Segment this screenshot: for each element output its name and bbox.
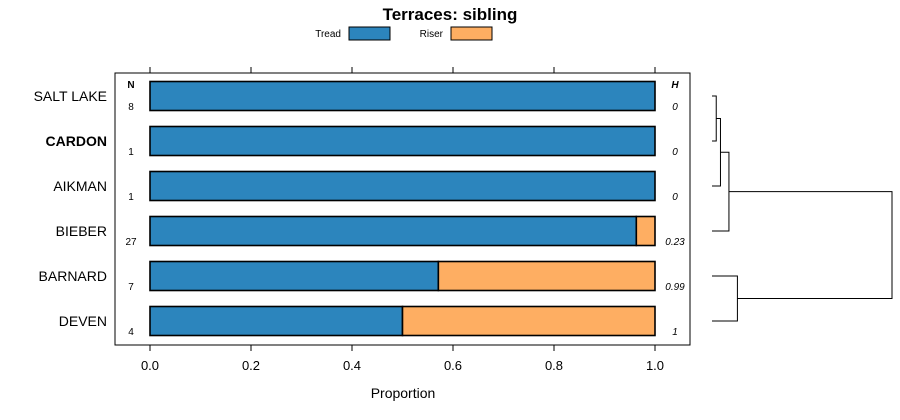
legend-swatch-riser	[450, 26, 493, 41]
h-value-aikman: 0	[672, 192, 678, 203]
x-tick-label-2: 0.4	[343, 358, 361, 373]
bar-salt-lake-tread	[149, 80, 656, 112]
n-value-salt-lake: 8	[128, 102, 134, 113]
category-label-barnard: BARNARD	[39, 268, 107, 284]
chart-title: Terraces: sibling	[383, 5, 518, 24]
h-value-barnard: 0.99	[665, 282, 685, 293]
x-axis: 0.0 0.2 0.4 0.6 0.8 1.0	[141, 67, 664, 373]
dendrogram-branch-4	[712, 275, 738, 322]
h-value-deven: 1	[672, 327, 678, 338]
category-label-salt-lake: SALT LAKE	[34, 88, 107, 104]
dendrogram-branch-5	[728, 191, 893, 299]
x-tick-label-1: 0.2	[242, 358, 260, 373]
n-value-cardon: 1	[128, 147, 134, 158]
x-tick-label-5: 1.0	[646, 358, 664, 373]
dendrogram-branch-3	[712, 151, 730, 232]
x-tick-label-3: 0.6	[444, 358, 462, 373]
bar-deven-riser	[401, 305, 656, 337]
category-label-bieber: BIEBER	[56, 223, 107, 239]
dendrogram-branch-1	[712, 95, 717, 142]
h-value-salt-lake: 0	[672, 102, 678, 113]
n-value-bieber: 27	[125, 237, 137, 248]
n-value-deven: 4	[128, 327, 134, 338]
legend-swatch-tread	[348, 26, 391, 41]
plot-frame	[114, 72, 691, 346]
bar-bieber-tread	[149, 215, 638, 247]
x-axis-label: Proportion	[371, 385, 436, 401]
category-label-cardon: CARDON	[46, 133, 107, 149]
h-value-cardon: 0	[672, 147, 678, 158]
h-column-header: H	[671, 80, 679, 91]
n-value-aikman: 1	[128, 192, 134, 203]
bar-aikman-tread	[149, 170, 656, 202]
h-value-bieber: 0.23	[665, 237, 685, 248]
bar-deven-tread	[149, 305, 404, 337]
dendrogram	[712, 95, 893, 322]
bar-barnard-riser	[437, 260, 656, 292]
category-label-deven: DEVEN	[59, 313, 107, 329]
bar-barnard-tread	[149, 260, 440, 292]
n-column-header: N	[127, 80, 134, 91]
legend-label-riser: Riser	[420, 29, 444, 40]
legend-label-tread: Tread	[315, 29, 341, 40]
bars-group	[149, 80, 656, 337]
n-value-barnard: 7	[128, 282, 134, 293]
x-tick-label-4: 0.8	[545, 358, 563, 373]
bar-cardon-tread	[149, 125, 656, 157]
x-tick-label-0: 0.0	[141, 358, 159, 373]
legend: Tread Riser	[315, 26, 493, 41]
category-label-aikman: AIKMAN	[53, 178, 107, 194]
bar-bieber-riser	[635, 215, 656, 247]
